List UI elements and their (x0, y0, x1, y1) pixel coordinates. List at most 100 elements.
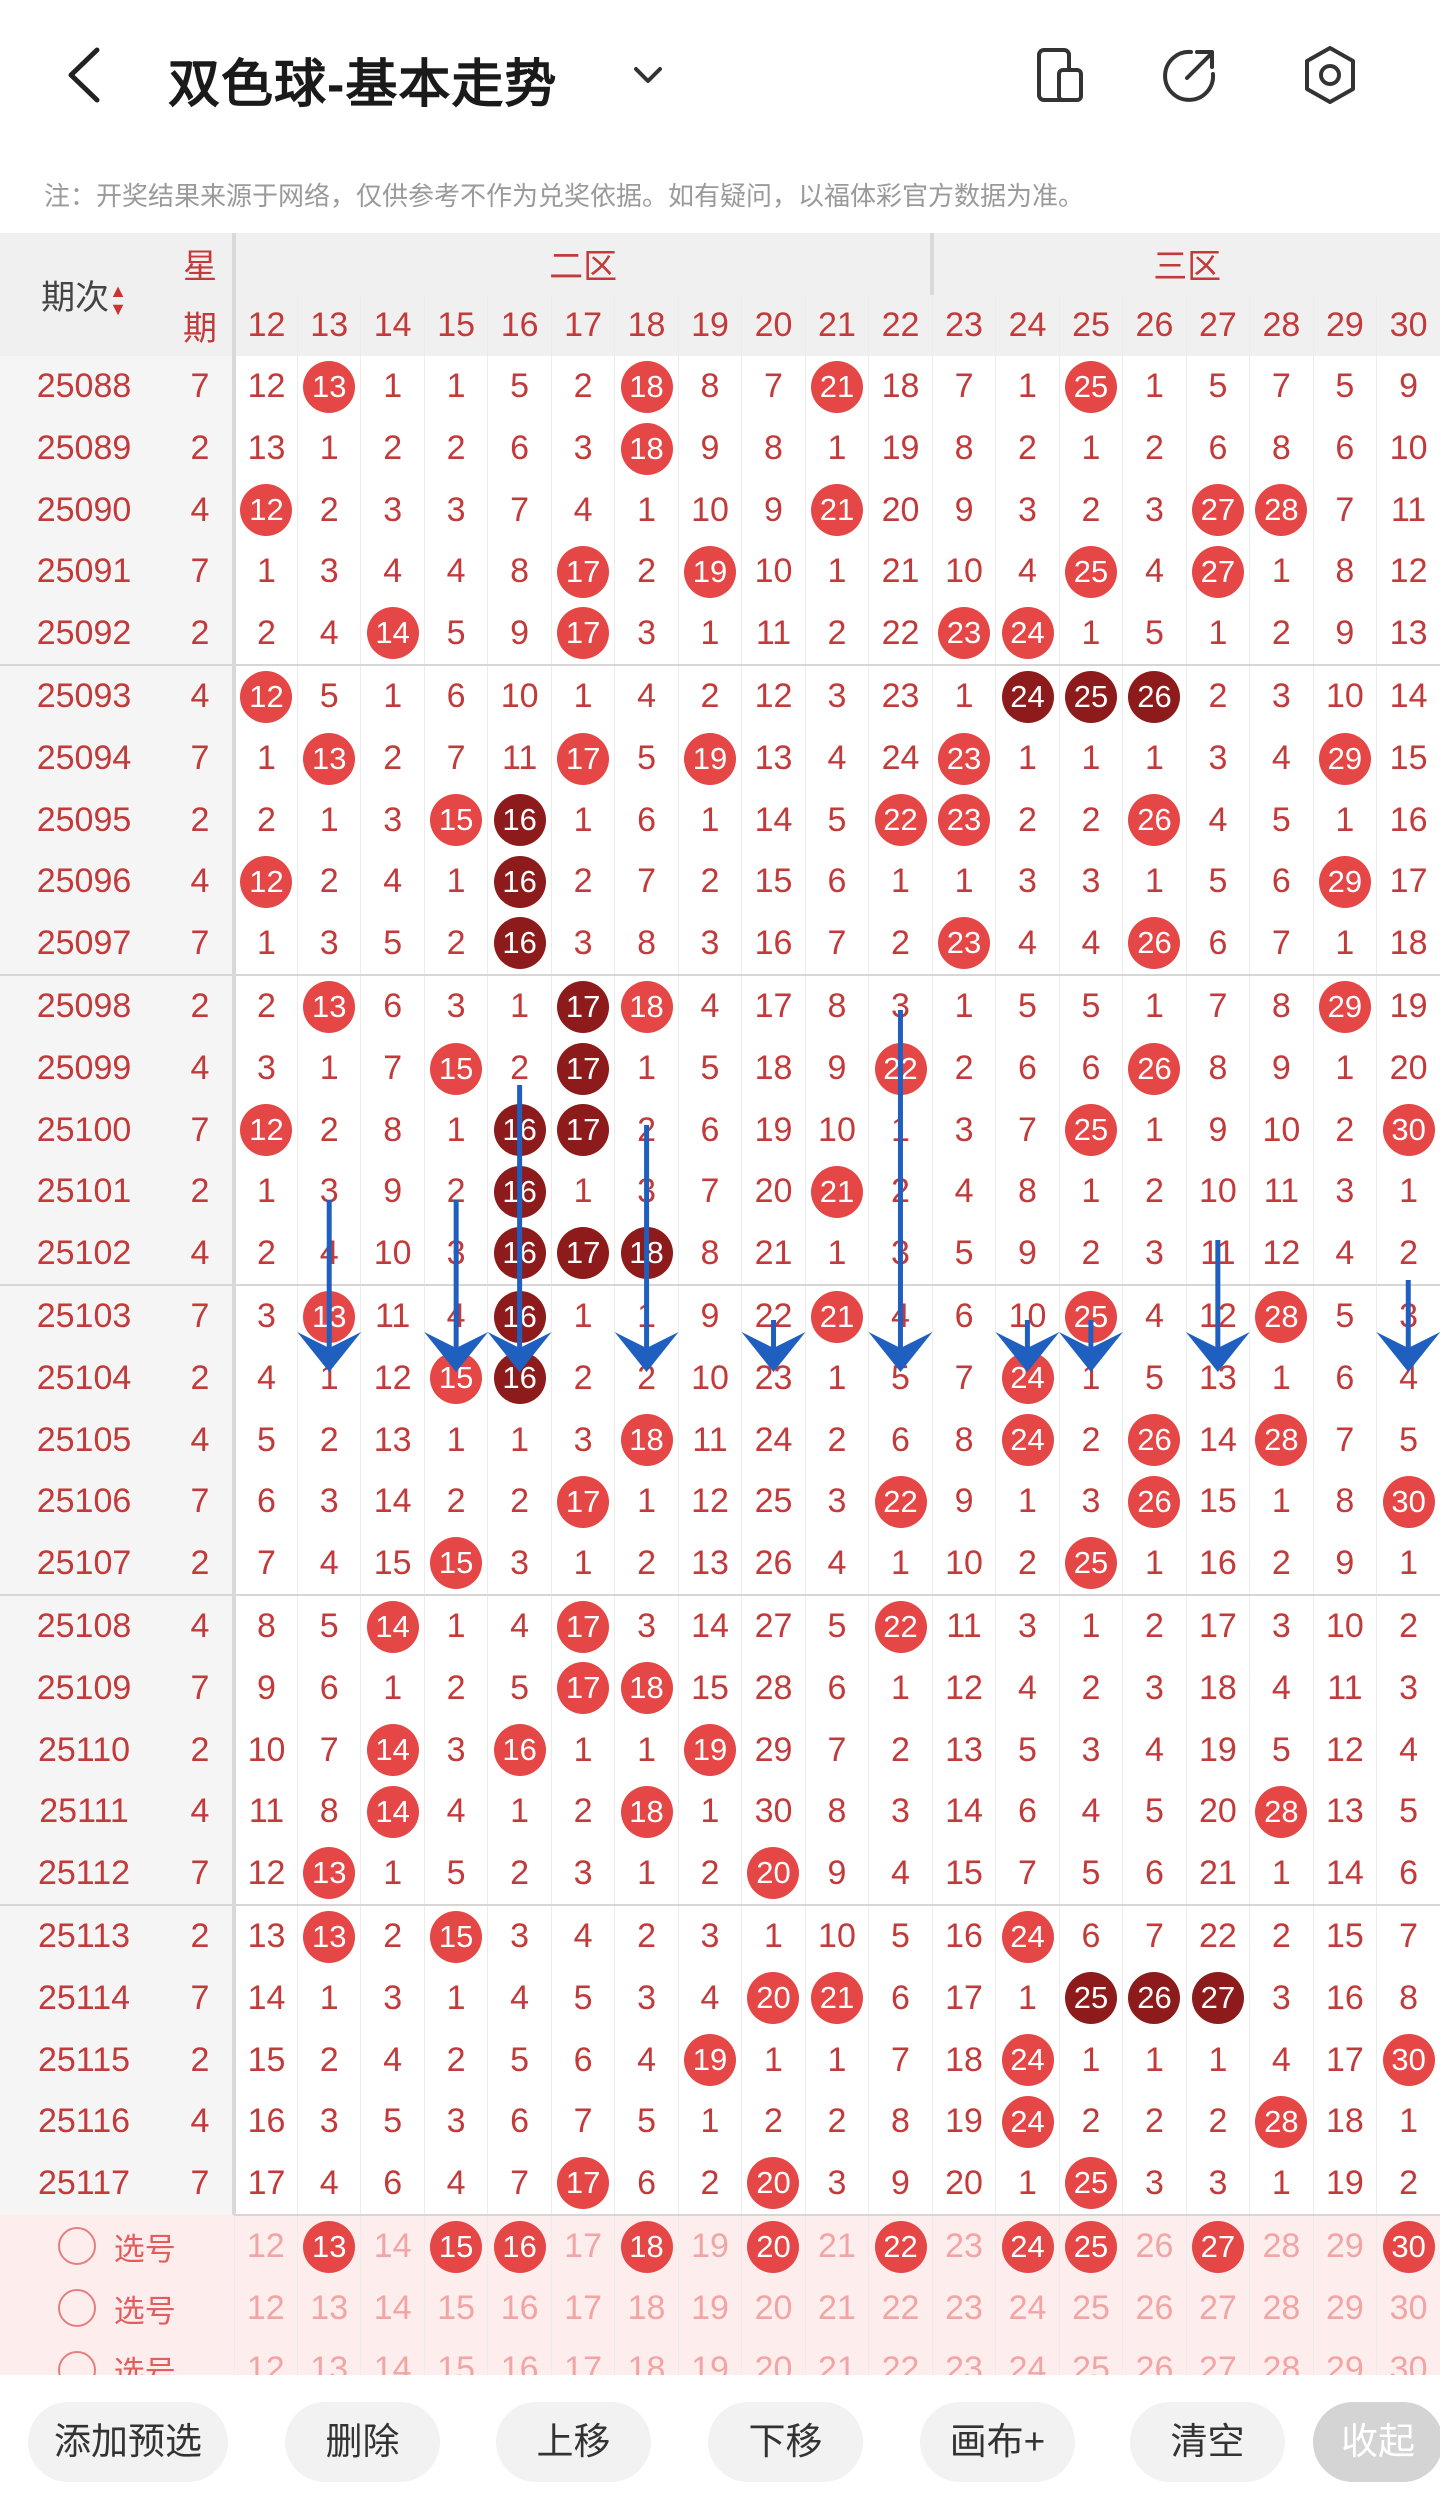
pick-number[interactable]: 25 (1058, 2277, 1123, 2340)
pick-number[interactable]: 29 (1312, 2214, 1377, 2278)
period-cell: 25111 (0, 1780, 168, 1843)
number-cell: 9 (931, 479, 996, 541)
pick-number[interactable]: 17 (550, 2277, 615, 2340)
pick-row[interactable]: 选号 12 13 14 15 16 17 18 19 20 21 22 23 24 25 26 27 28 29 30 (0, 2214, 1440, 2278)
pick-number[interactable]: 22 (868, 2214, 933, 2278)
table-row: 25098 2 2 13 6 3 1 17 18 4 17 8 3 1 5 5 1 7 8 29 19 (0, 974, 1440, 1038)
week-cell: 4 (168, 1594, 236, 1658)
add-preselect-button[interactable]: 添加预选 (28, 2402, 228, 2482)
selected-ball[interactable]: 18 (620, 2220, 673, 2273)
period-cell: 25095 (0, 789, 168, 851)
number-cell: 19 (677, 1719, 742, 1781)
settings-icon[interactable] (1295, 40, 1365, 110)
pick-radio[interactable] (57, 2227, 96, 2266)
pick-number[interactable]: 30 (1376, 2277, 1440, 2340)
number-cell: 25 (741, 1470, 806, 1533)
selected-ball[interactable]: 25 (1064, 2220, 1117, 2273)
pick-number[interactable]: 29 (1312, 2277, 1377, 2340)
column-header-26: 26 (1122, 294, 1187, 357)
selected-ball[interactable]: 27 (1191, 2220, 1244, 2273)
pick-number[interactable]: 24 (995, 2277, 1060, 2340)
selected-ball[interactable]: 30 (1382, 2220, 1435, 2273)
pick-number[interactable]: 30 (1376, 2214, 1440, 2278)
canvas-button[interactable]: 画布+ (920, 2402, 1075, 2482)
pick-number[interactable]: 18 (614, 2277, 679, 2340)
period-header[interactable]: 期次▲ ▼ (0, 233, 168, 357)
collapse-button[interactable]: 收起 (1313, 2402, 1440, 2482)
period-cell: 25101 (0, 1160, 168, 1223)
pick-number[interactable]: 13 (296, 2277, 361, 2340)
pick-number[interactable]: 24 (995, 2214, 1060, 2278)
device-layout-icon[interactable] (1025, 40, 1095, 110)
pick-number[interactable]: 14 (360, 2214, 425, 2278)
pick-number[interactable]: 13 (296, 2214, 361, 2278)
number-cell: 22 (1185, 1904, 1250, 1968)
clear-button[interactable]: 清空 (1130, 2402, 1285, 2482)
selected-ball[interactable]: 13 (303, 2220, 356, 2273)
selected-ball[interactable]: 22 (874, 2220, 927, 2273)
pick-number[interactable]: 17 (550, 2214, 615, 2278)
pick-number[interactable]: 18 (614, 2214, 679, 2278)
delete-button[interactable]: 删除 (285, 2402, 440, 2482)
number-cell: 2 (1058, 1222, 1123, 1286)
hit-ball: 25 (1064, 1537, 1117, 1590)
pick-number[interactable]: 21 (804, 2214, 869, 2278)
pick-number[interactable]: 27 (1185, 2277, 1250, 2340)
share-icon[interactable] (1155, 40, 1225, 110)
number-cell: 2 (360, 727, 425, 790)
pick-number[interactable]: 23 (931, 2277, 996, 2340)
selected-ball[interactable]: 24 (1001, 2220, 1054, 2273)
move-down-button[interactable]: 下移 (708, 2402, 863, 2482)
pick-number[interactable]: 25 (1058, 2214, 1123, 2278)
pick-number[interactable]: 20 (741, 2214, 806, 2278)
back-icon[interactable] (55, 40, 115, 110)
selected-ball[interactable]: 20 (747, 2220, 800, 2273)
pick-number[interactable]: 28 (1249, 2214, 1314, 2278)
pick-number[interactable]: 12 (233, 2214, 298, 2278)
pick-number[interactable]: 27 (1185, 2214, 1250, 2278)
pick-number[interactable]: 19 (677, 2214, 742, 2278)
pick-number[interactable]: 23 (931, 2214, 996, 2278)
pick-number[interactable]: 14 (360, 2277, 425, 2340)
hit-ball: 21 (810, 1290, 863, 1343)
number-cell: 3 (487, 1532, 552, 1596)
number-cell: 5 (360, 912, 425, 976)
pick-number[interactable]: 16 (487, 2214, 552, 2278)
sort-icon[interactable]: ▲ ▼ (109, 281, 127, 320)
pick-number[interactable]: 28 (1249, 2277, 1314, 2340)
selected-ball[interactable]: 16 (493, 2220, 546, 2273)
number-cell: 1 (550, 1719, 615, 1781)
pick-radio[interactable] (57, 2289, 96, 2328)
week-cell: 4 (168, 1222, 236, 1286)
pick-number[interactable]: 26 (1122, 2214, 1187, 2278)
pick-number[interactable]: 15 (423, 2214, 488, 2278)
pick-number[interactable]: 21 (804, 2277, 869, 2340)
pick-number[interactable]: 15 (423, 2277, 488, 2340)
page-title[interactable]: 双色球-基本走势 (168, 56, 558, 114)
number-cell: 10 (1185, 1160, 1250, 1223)
number-cell: 3 (360, 789, 425, 851)
pick-number[interactable]: 22 (868, 2277, 933, 2340)
week-cell: 7 (168, 1470, 236, 1533)
number-cell: 15 (423, 1532, 488, 1596)
pick-number[interactable]: 16 (487, 2277, 552, 2340)
number-cell: 2 (1058, 2090, 1123, 2153)
number-cell: 17 (550, 540, 615, 603)
number-cell: 4 (931, 1160, 996, 1223)
number-cell: 1 (614, 1842, 679, 1906)
number-cell: 1 (1185, 2029, 1250, 2091)
pick-row[interactable]: 选号 12 13 14 15 16 17 18 19 20 21 22 23 24 25 26 27 28 29 30 (0, 2277, 1440, 2340)
number-cell: 2 (868, 912, 933, 976)
move-up-button[interactable]: 上移 (496, 2402, 651, 2482)
pick-number[interactable]: 19 (677, 2277, 742, 2340)
number-cell: 16 (233, 2090, 298, 2153)
number-cell: 14 (677, 1594, 742, 1658)
pick-number[interactable]: 12 (233, 2277, 298, 2340)
selected-ball[interactable]: 15 (430, 2220, 483, 2273)
number-cell: 4 (868, 1842, 933, 1906)
number-cell: 3 (296, 1470, 361, 1533)
pick-number[interactable]: 26 (1122, 2277, 1187, 2340)
chevron-down-icon[interactable] (628, 55, 668, 95)
number-cell: 2 (296, 1409, 361, 1471)
pick-number[interactable]: 20 (741, 2277, 806, 2340)
